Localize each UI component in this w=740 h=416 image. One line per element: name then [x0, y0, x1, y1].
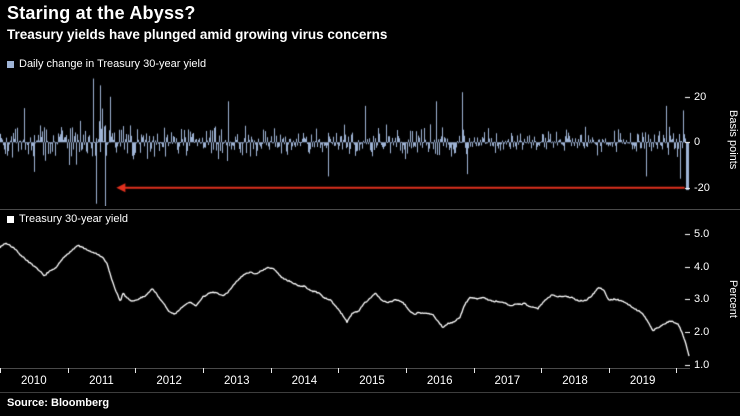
x-axis-tick — [541, 368, 542, 373]
x-tick-label-year: 2013 — [223, 375, 250, 387]
y-tick-label-percent: 1.0 — [694, 358, 710, 371]
chart-subtitle: Treasury yields have plunged amid growin… — [7, 27, 388, 42]
source-credit: Source: Bloomberg — [7, 397, 110, 409]
x-axis-tick — [203, 368, 204, 373]
x-tick-label-year: 2017 — [494, 375, 521, 387]
x-axis: 2010 2011 2012 2013 2014 2015 2016 2017 2018 2019 — [0, 368, 690, 393]
x-axis-tick — [68, 368, 69, 373]
yield-line-chart — [0, 229, 690, 368]
y-tick-label-basis-points: 20 — [694, 90, 707, 103]
footer-divider — [0, 392, 740, 393]
legend-label-yield: Treasury 30-year yield — [19, 213, 129, 225]
x-tick-label-year: 2014 — [291, 375, 318, 387]
x-axis-tick — [338, 368, 339, 373]
x-tick-label-year: 2016 — [426, 375, 453, 387]
x-axis-tick — [0, 368, 1, 373]
y-tick-label-percent: 2.0 — [694, 326, 710, 339]
y-tick-label-basis-points: 0 — [694, 136, 701, 149]
y-tick-label-percent: 3.0 — [694, 293, 710, 306]
x-tick-label-year: 2012 — [156, 375, 182, 387]
x-axis-tick — [474, 368, 475, 373]
y-axis-title-basis-points: Basis points — [727, 110, 739, 170]
chart-title: Staring at the Abyss? — [7, 3, 196, 23]
x-tick-label-year: 2018 — [562, 375, 588, 387]
legend-daily-change: Daily change in Treasury 30-year yield — [7, 58, 206, 70]
panel-divider — [0, 209, 740, 210]
legend-swatch-line — [7, 215, 14, 223]
x-tick-label-year: 2015 — [359, 375, 385, 387]
y-tick-label-percent: 5.0 — [694, 227, 710, 240]
y-axis-title-percent: Percent — [727, 279, 739, 318]
x-axis-tick — [406, 368, 407, 373]
x-tick-label-year: 2010 — [21, 375, 47, 387]
legend-label-daily-change: Daily change in Treasury 30-year yield — [19, 58, 207, 70]
y-tick-label-basis-points: -20 — [694, 181, 710, 194]
x-axis-tick — [676, 368, 677, 373]
legend-swatch-bar — [7, 60, 14, 68]
x-tick-label-year: 2019 — [629, 375, 656, 387]
daily-change-bar-chart — [0, 74, 690, 206]
x-tick-label-year: 2011 — [89, 375, 114, 387]
x-axis-tick — [271, 368, 272, 373]
legend-yield: Treasury 30-year yield — [7, 213, 128, 225]
x-axis-tick — [609, 368, 610, 373]
y-tick-label-percent: 4.0 — [694, 260, 710, 273]
x-axis-tick — [135, 368, 136, 373]
